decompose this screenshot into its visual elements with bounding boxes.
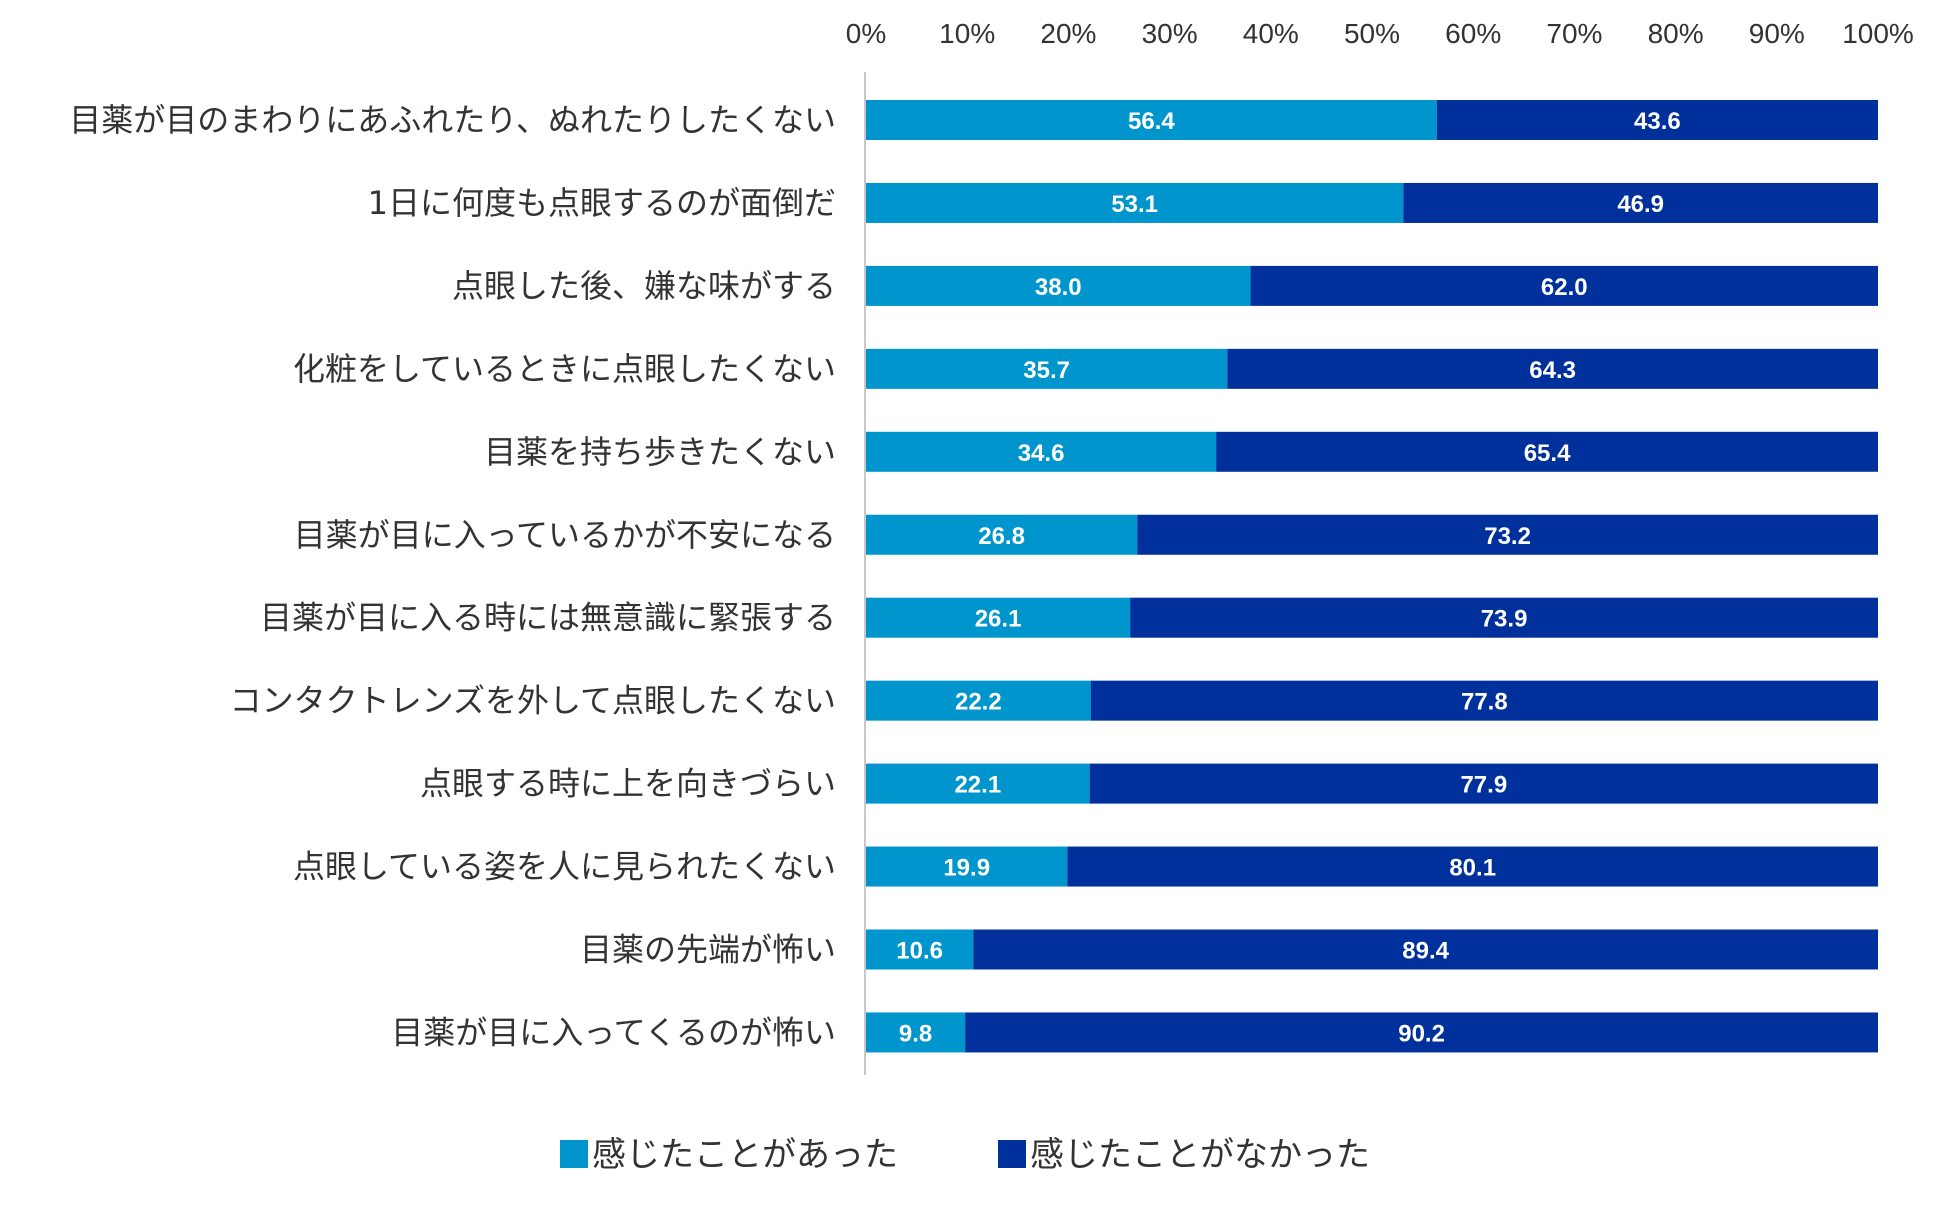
bar-row: 目薬が目に入る時には無意識に緊張する 26.1 73.9 xyxy=(260,597,1878,638)
bar-segment-not-experienced xyxy=(1090,680,1878,721)
bar-segment-not-experienced xyxy=(973,929,1878,970)
legend-label: 感じたことがなかった xyxy=(1030,1135,1370,1175)
bar-segment-not-experienced xyxy=(1403,182,1878,223)
data-label: 10.6 xyxy=(896,938,943,965)
data-label: 38.0 xyxy=(1035,274,1082,301)
bar-segment-not-experienced xyxy=(1067,846,1878,887)
x-tick-label: 10% xyxy=(939,18,995,49)
legend-item: 感じたことがなかった xyxy=(998,1135,1370,1175)
data-label: 73.2 xyxy=(1484,523,1531,550)
bar-row: 点眼した後、嫌な味がする 38.0 62.0 xyxy=(452,265,1878,306)
bar-row: コンタクトレンズを外して点眼したくない 22.2 77.8 xyxy=(230,680,1878,721)
bar-segment-not-experienced xyxy=(1227,348,1878,389)
data-label: 53.1 xyxy=(1111,191,1158,218)
bar-row: 目薬を持ち歩きたくない 34.6 65.4 xyxy=(484,431,1878,472)
bar-segment-experienced xyxy=(866,929,974,970)
bar-segment-not-experienced xyxy=(1137,514,1878,555)
x-tick-label: 20% xyxy=(1040,18,1096,49)
category-label: 目薬の先端が怖い xyxy=(580,931,836,969)
x-tick-label: 0% xyxy=(846,18,886,49)
data-label: 62.0 xyxy=(1541,274,1588,301)
data-label: 22.1 xyxy=(954,772,1001,799)
data-label: 46.9 xyxy=(1617,191,1664,218)
bar-segment-not-experienced xyxy=(1089,763,1878,804)
legend-item: 感じたことがあった xyxy=(560,1135,898,1175)
legend-swatch xyxy=(560,1140,588,1168)
category-label: 目薬が目に入ってくるのが怖い xyxy=(391,1013,836,1051)
bar-row: 目薬が目に入っているかが不安になる 26.8 73.2 xyxy=(294,514,1878,555)
bar-row: 1日に何度も点眼するのが面倒だ 53.1 46.9 xyxy=(368,182,1878,223)
data-label: 26.8 xyxy=(978,523,1025,550)
category-label: 化粧をしているときに点眼したくない xyxy=(293,350,836,388)
category-label: 目薬を持ち歩きたくない xyxy=(484,433,836,471)
data-label: 26.1 xyxy=(975,606,1022,633)
bar-row: 目薬が目のまわりにあふれたり、ぬれたりしたくない 56.4 43.6 xyxy=(69,100,1878,140)
x-tick-label: 40% xyxy=(1243,18,1299,49)
bar-row: 目薬の先端が怖い 10.6 89.4 xyxy=(580,929,1878,970)
data-label: 56.4 xyxy=(1128,108,1175,135)
bar-row: 目薬が目に入ってくるのが怖い 9.8 90.2 xyxy=(391,1012,1878,1053)
x-tick-label: 50% xyxy=(1344,18,1400,49)
bars: 目薬が目のまわりにあふれたり、ぬれたりしたくない 56.4 43.6 1日に何度も点眼… xyxy=(69,100,1878,1053)
bar-segment-experienced xyxy=(866,763,1090,804)
bar-segment-not-experienced xyxy=(1250,265,1878,306)
bar-segment-experienced xyxy=(866,846,1068,887)
x-tick-label: 90% xyxy=(1749,18,1805,49)
bar-segment-experienced xyxy=(866,431,1217,472)
bar-segment-experienced xyxy=(866,514,1138,555)
data-label: 90.2 xyxy=(1398,1020,1445,1047)
x-axis-ticks: 0% 10% 20% 30% 40% 50% 60% 70% 80% 90% 100% xyxy=(846,18,1914,49)
bar-segment-experienced xyxy=(866,1012,966,1053)
data-label: 35.7 xyxy=(1023,357,1070,384)
legend-swatch xyxy=(998,1140,1026,1168)
x-tick-label: 60% xyxy=(1445,18,1501,49)
bar-segment-not-experienced xyxy=(965,1012,1878,1053)
category-label: 点眼している姿を人に見られたくない xyxy=(293,848,836,886)
bar-segment-experienced xyxy=(866,100,1437,140)
bar-segment-experienced xyxy=(866,182,1404,223)
legend: 感じたことがあった 感じたことがなかった xyxy=(560,1135,1370,1175)
category-label: 点眼する時に上を向きづらい xyxy=(420,765,836,803)
category-label: コンタクトレンズを外して点眼したくない xyxy=(230,682,836,720)
bar-segment-not-experienced xyxy=(1130,597,1878,638)
data-label: 64.3 xyxy=(1529,357,1576,384)
bar-row: 点眼している姿を人に見られたくない 19.9 80.1 xyxy=(293,846,1878,887)
bar-row: 点眼する時に上を向きづらい 22.1 77.9 xyxy=(420,763,1878,804)
bar-segment-experienced xyxy=(866,680,1091,721)
category-label: 目薬が目に入る時には無意識に緊張する xyxy=(260,599,836,637)
data-label: 77.8 xyxy=(1461,689,1508,716)
bar-segment-not-experienced xyxy=(1216,431,1878,472)
bar-segment-experienced xyxy=(866,265,1251,306)
bar-segment-not-experienced xyxy=(1436,100,1878,140)
category-label: 1日に何度も点眼するのが面倒だ xyxy=(368,184,836,222)
bar-segment-experienced xyxy=(866,348,1228,389)
x-tick-label: 80% xyxy=(1648,18,1704,49)
legend-label: 感じたことがあった xyxy=(592,1135,898,1175)
data-label: 89.4 xyxy=(1402,938,1449,965)
data-label: 43.6 xyxy=(1634,108,1681,135)
category-label: 目薬が目に入っているかが不安になる xyxy=(294,516,836,554)
category-label: 目薬が目のまわりにあふれたり、ぬれたりしたくない xyxy=(69,101,836,139)
data-label: 34.6 xyxy=(1018,440,1065,467)
x-tick-label: 100% xyxy=(1842,18,1914,49)
data-label: 73.9 xyxy=(1481,606,1528,633)
data-label: 9.8 xyxy=(899,1020,932,1047)
data-label: 19.9 xyxy=(943,855,990,882)
x-tick-label: 30% xyxy=(1142,18,1198,49)
data-label: 80.1 xyxy=(1449,855,1496,882)
data-label: 77.9 xyxy=(1460,772,1507,799)
data-label: 22.2 xyxy=(955,689,1002,716)
bar-segment-experienced xyxy=(866,597,1131,638)
bar-row: 化粧をしているときに点眼したくない 35.7 64.3 xyxy=(293,348,1878,389)
category-label: 点眼した後、嫌な味がする xyxy=(452,267,836,305)
x-tick-label: 70% xyxy=(1546,18,1602,49)
data-label: 65.4 xyxy=(1524,440,1571,467)
